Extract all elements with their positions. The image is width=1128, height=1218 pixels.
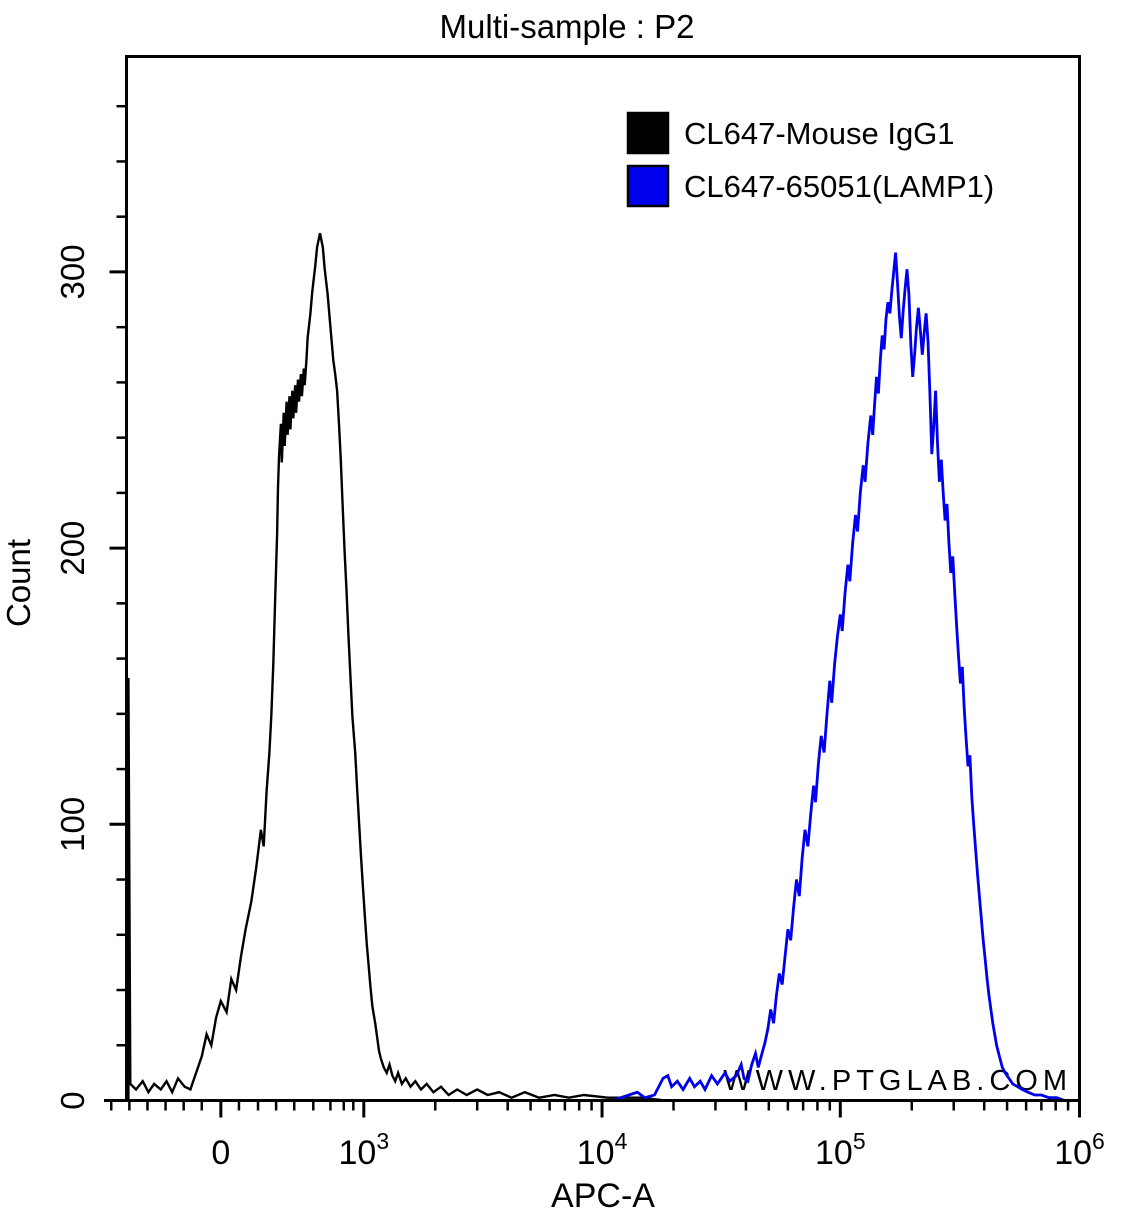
legend-label-lamp1: CL647-65051(LAMP1) xyxy=(684,169,994,204)
x-tick-label: 106 xyxy=(1054,1128,1105,1172)
legend-swatch-igg1-control xyxy=(626,111,670,155)
legend-swatch-lamp1 xyxy=(626,164,670,208)
plot-frame xyxy=(125,55,1081,1102)
legend: CL647-Mouse IgG1 CL647-65051(LAMP1) xyxy=(626,111,994,208)
histogram-curve-igg1-control xyxy=(127,233,699,1102)
x-axis-title: APC-A xyxy=(551,1177,655,1215)
y-tick-label: 300 xyxy=(54,244,91,299)
x-tick-label: 0 xyxy=(211,1134,230,1172)
y-tick-label: 100 xyxy=(54,797,91,852)
x-tick-label: 105 xyxy=(815,1128,866,1172)
chart-title: Multi-sample : P2 xyxy=(440,8,695,45)
histogram-curves xyxy=(127,233,1074,1102)
histogram-curve-lamp1 xyxy=(612,252,1074,1102)
legend-label-igg1-control: CL647-Mouse IgG1 xyxy=(684,116,955,151)
y-axis-title: Count xyxy=(0,539,37,627)
y-tick-label: 200 xyxy=(54,521,91,576)
x-tick-label: 104 xyxy=(577,1128,628,1172)
y-tick-label: 0 xyxy=(54,1091,91,1109)
watermark-text: WWW.PTGLAB.COM xyxy=(723,1065,1072,1097)
x-tick-label: 103 xyxy=(338,1128,389,1172)
axes: 0 103 104 105 106 0 100 200 300 xyxy=(54,104,1105,1172)
